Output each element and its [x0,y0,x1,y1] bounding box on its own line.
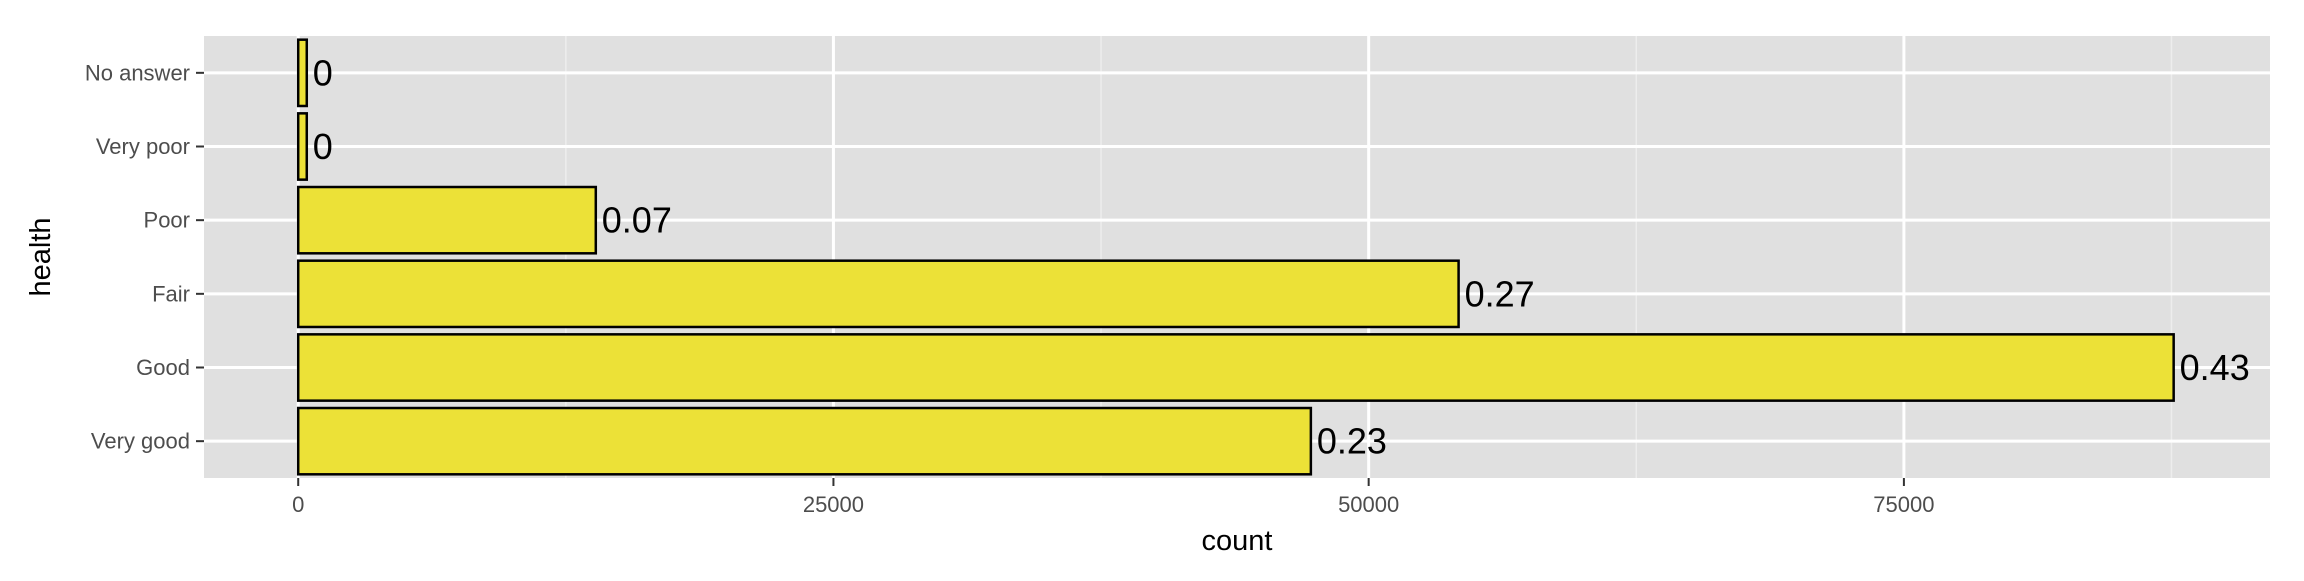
x-tick-label: 75000 [1873,492,1934,517]
data-label: 0.27 [1465,273,1535,314]
y-tick-label: Very poor [96,134,190,159]
bars-group [296,38,2175,476]
bar-very-poor [296,112,309,181]
x-tick-label: 50000 [1338,492,1399,517]
bar-poor [296,185,598,255]
x-tick-label: 0 [292,492,304,517]
y-tick-label: Fair [152,281,190,306]
y-tick-label: Good [136,355,190,380]
data-label: 0.07 [602,200,672,241]
data-label: 0 [313,52,333,93]
bar-very-good [296,406,1313,476]
data-label: 0.43 [2180,347,2250,388]
x-axis-title: count [1202,525,1273,557]
data-label: 0 [313,126,333,167]
x-axis: 0 25000 50000 75000 [292,478,1934,517]
bar-good [296,333,2175,402]
y-axis-title: health [25,217,57,296]
y-tick-label: Poor [144,208,190,233]
x-tick-label: 25000 [803,492,864,517]
data-labels-group: 0.23 0.43 0.27 0.07 0 0 [313,52,2250,461]
plot-panel [204,36,2270,478]
bar-fair [296,259,1460,329]
bar-no-answer [296,38,309,108]
y-axis: Very good Good Fair Poor Very poor No answer [85,60,204,454]
y-tick-label: No answer [85,60,190,85]
minor-gridlines [565,36,2173,478]
data-label: 0.23 [1317,421,1387,462]
y-tick-label: Very good [91,429,190,454]
